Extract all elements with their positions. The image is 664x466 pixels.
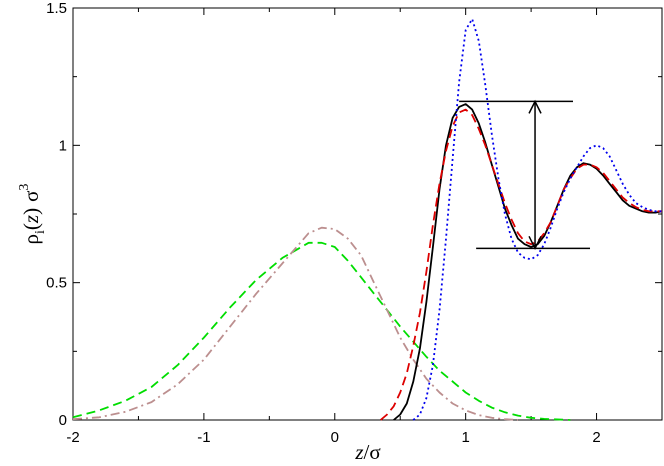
y-label-sigma: σ: [19, 191, 43, 202]
arrow-head-up: [528, 99, 542, 114]
x-tick-label: -2: [66, 429, 79, 446]
x-tick-label: -1: [197, 429, 210, 446]
plot-frame: [72, 7, 663, 421]
annotation-group: [459, 99, 591, 251]
y-label-sub: i: [33, 230, 48, 234]
y-tick-label: 0: [59, 412, 67, 429]
y-tick-label: 1: [59, 137, 67, 154]
x-tick-label: 0: [331, 429, 339, 446]
x-tick-label: 1: [461, 429, 469, 446]
y-label-open: (: [19, 223, 43, 230]
series-group: [72, 18, 663, 421]
series-line-dash-dot-1: [72, 226, 519, 421]
x-tick-label: 2: [592, 429, 600, 446]
x-axis-label-rest: /σ: [364, 440, 381, 464]
y-label-z: z: [19, 215, 43, 224]
arrow-head-down: [528, 235, 542, 251]
y-tick-label: 0.5: [46, 275, 67, 292]
x-axis-label-italic: z: [354, 440, 363, 464]
x-axis-label: z/σ: [354, 440, 380, 464]
series-line-solid-2: [393, 103, 663, 421]
series-line-dotted-4: [412, 18, 662, 421]
y-tick-label: 1.5: [46, 0, 67, 17]
y-label-close: ): [19, 208, 43, 215]
series-line-dashed-3: [380, 108, 662, 421]
axis-ticks: -2 -1 0 1 2 0 0.5 1 1.5: [46, 0, 663, 446]
y-label-sup: 3: [17, 184, 32, 191]
y-axis-label: ρi(z) σ3: [17, 184, 48, 245]
y-label-rho: ρ: [19, 234, 43, 244]
series-line-dashed-0: [72, 241, 571, 421]
